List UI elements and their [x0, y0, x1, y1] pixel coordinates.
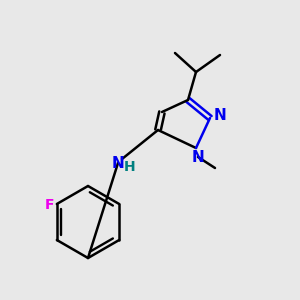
Text: F: F: [45, 198, 55, 212]
Text: N: N: [192, 149, 204, 164]
Text: H: H: [124, 160, 136, 174]
Text: N: N: [214, 109, 226, 124]
Text: N: N: [112, 155, 124, 170]
